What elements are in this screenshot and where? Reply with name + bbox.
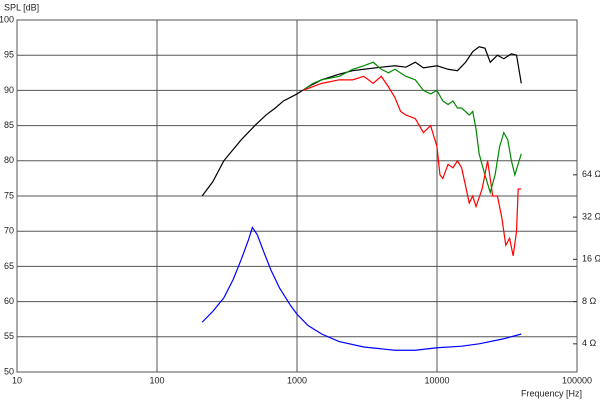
y-tick-label: 85 — [4, 120, 14, 130]
series-line — [302, 75, 522, 256]
x-tick-label: 10000 — [424, 375, 449, 385]
y-tick-label: 95 — [4, 50, 14, 60]
x-axis-label: Frequency [Hz] — [521, 388, 582, 398]
x-tick-label: 10 — [12, 375, 22, 385]
y-tick-label: 65 — [4, 261, 14, 271]
x-tick-label: 100000 — [562, 375, 592, 385]
series-line — [201, 226, 522, 351]
x-tick-label: 1000 — [287, 375, 307, 385]
y-tick-label: 70 — [4, 226, 14, 236]
y2-tick-label: 8 Ω — [582, 296, 597, 306]
x-tick-label: 100 — [149, 375, 164, 385]
y2-tick-label: 16 Ω — [582, 254, 600, 264]
y-tick-label: 50 — [4, 366, 14, 376]
y-axis-label: SPL [dB] — [4, 2, 39, 12]
y-tick-label: 80 — [4, 155, 14, 165]
y2-tick-label: 4 Ω — [582, 338, 597, 348]
y-tick-label: 60 — [4, 296, 14, 306]
series-line — [201, 46, 522, 197]
series-line — [302, 61, 522, 195]
y2-tick-label: 64 Ω — [582, 169, 600, 179]
y-tick-label: 90 — [4, 85, 14, 95]
y-tick-label: 100 — [0, 14, 14, 24]
y2-tick-label: 32 Ω — [582, 211, 600, 221]
y-tick-label: 75 — [4, 190, 14, 200]
y-tick-label: 55 — [4, 331, 14, 341]
